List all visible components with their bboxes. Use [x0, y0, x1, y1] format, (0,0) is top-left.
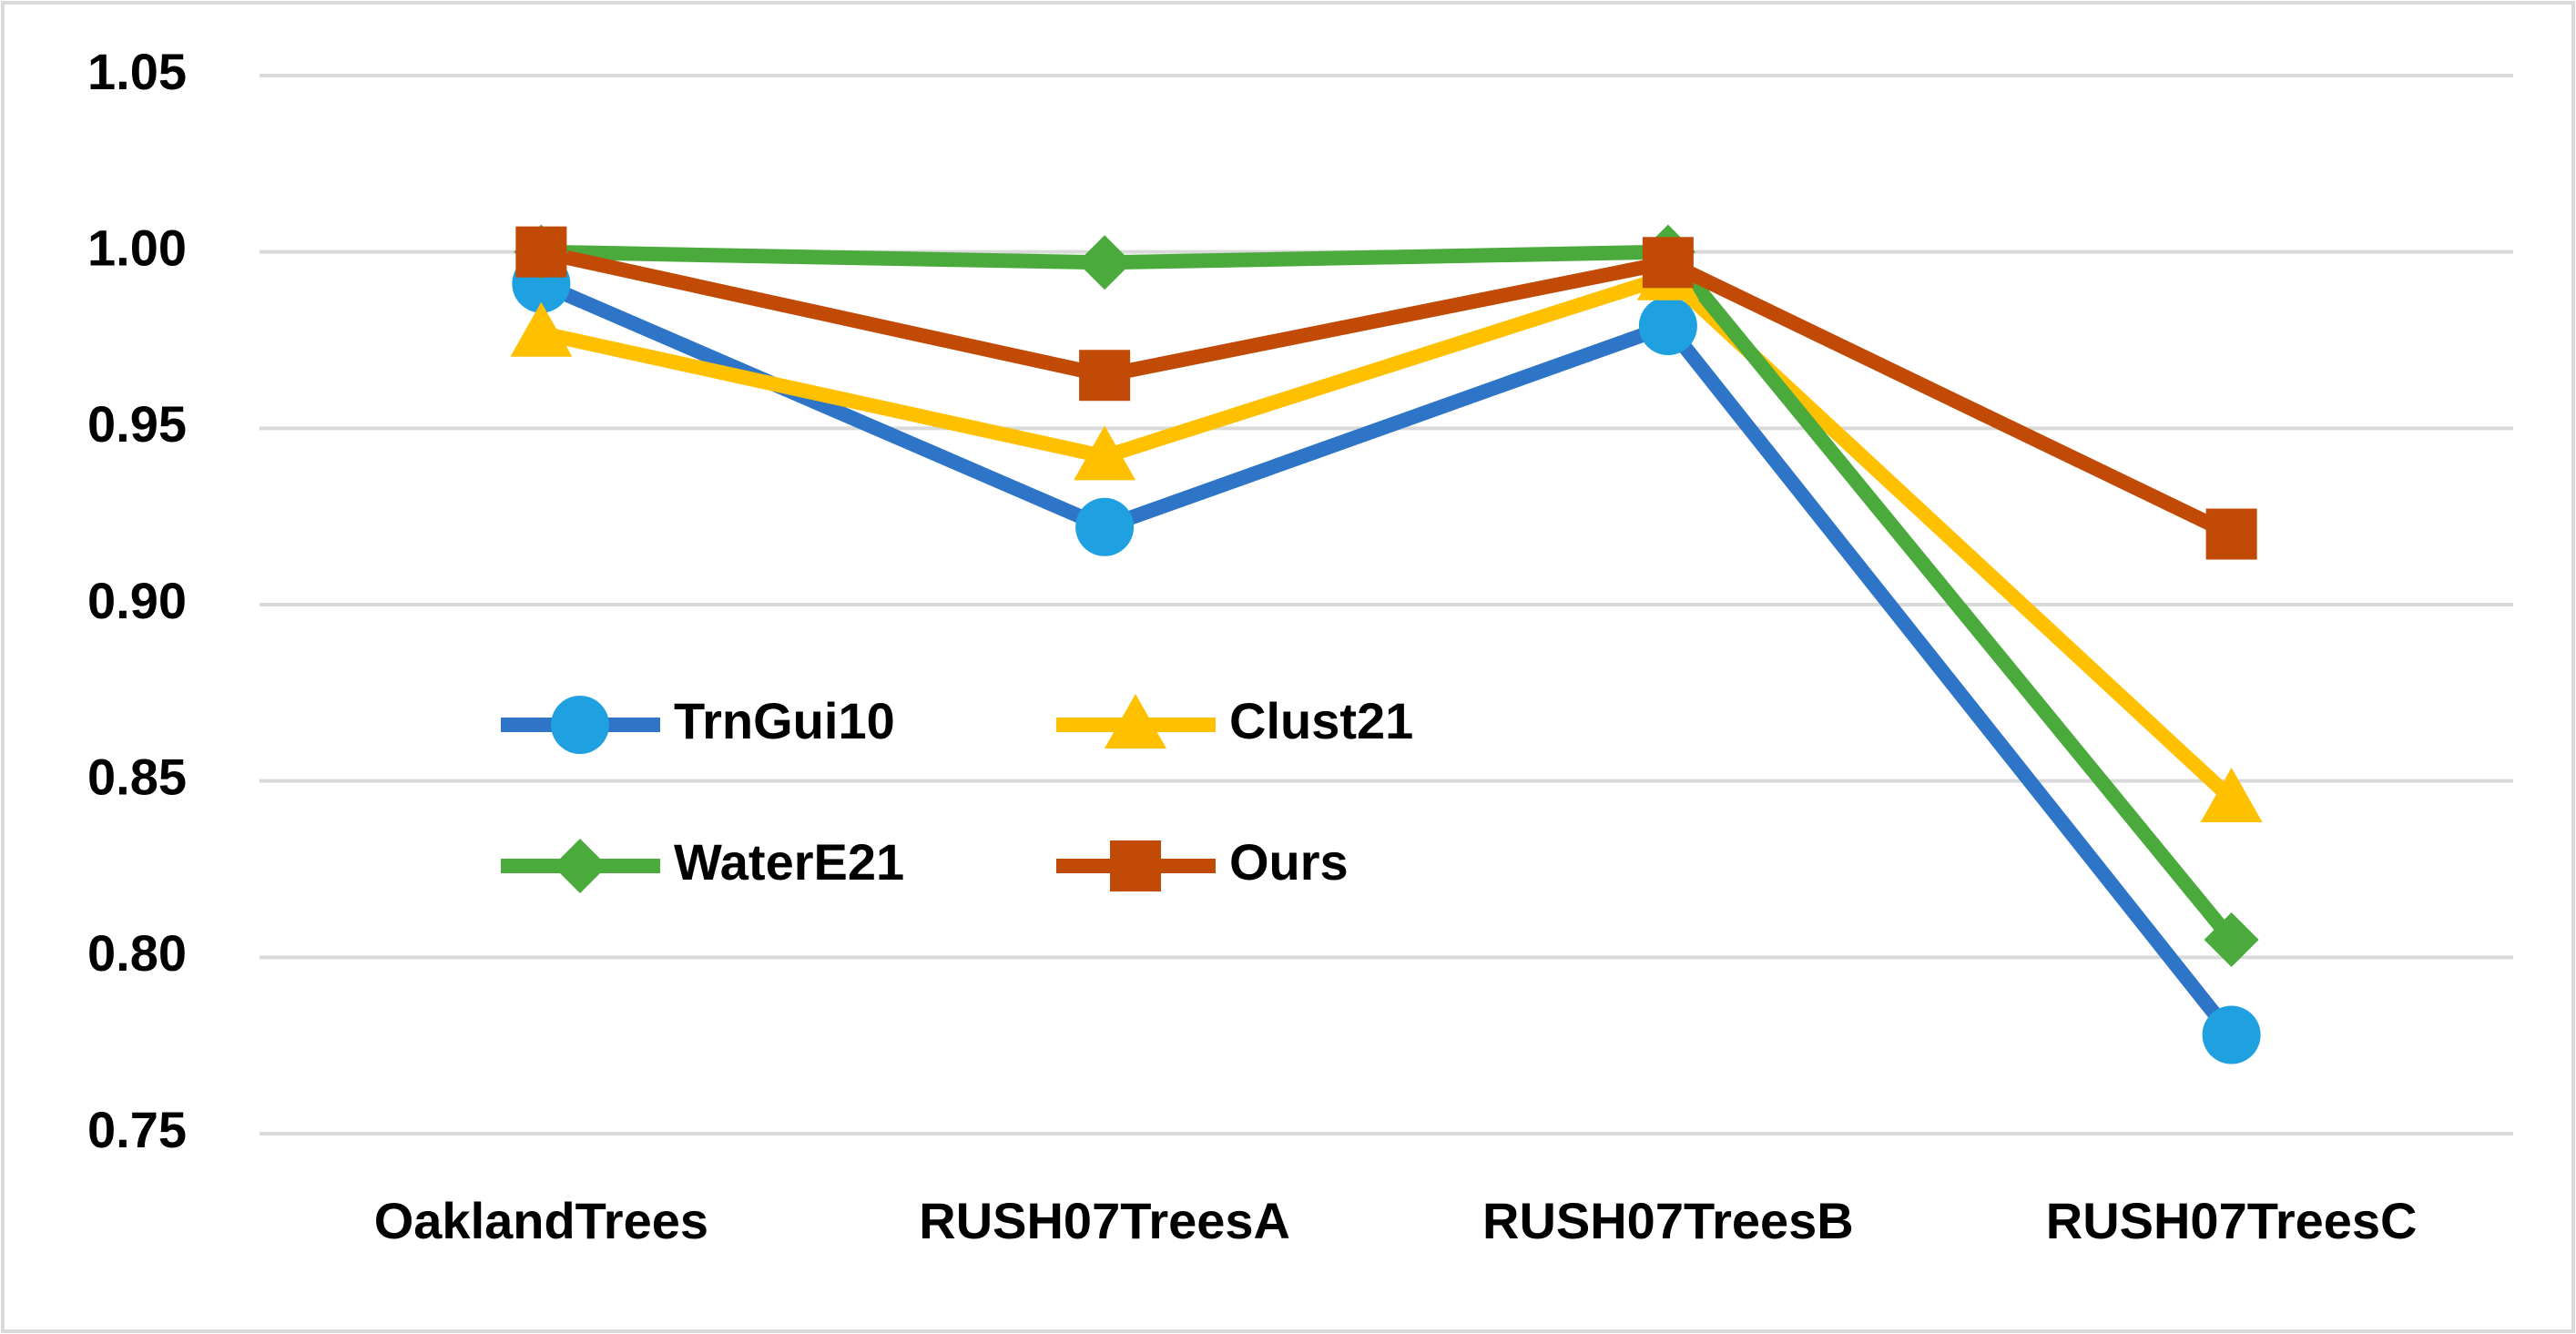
series-line: [541, 244, 2237, 945]
point: [2200, 768, 2263, 823]
legend-marker: [1105, 694, 1166, 748]
x-tick-label: RUSH07TreesA: [919, 1192, 1290, 1249]
point: [1642, 237, 1694, 289]
y-tick-label: 0.90: [87, 572, 187, 629]
y-tick-label: 0.95: [87, 395, 187, 453]
point: [515, 226, 567, 278]
x-tick-label: OaklandTrees: [374, 1192, 708, 1249]
legend-marker: [553, 839, 607, 893]
point: [2205, 508, 2257, 560]
point: [510, 301, 573, 357]
y-tick-label: 1.00: [87, 219, 187, 276]
legend-label: WaterE21: [674, 833, 904, 891]
point: [2202, 1005, 2261, 1064]
y-tick-label: 0.80: [87, 924, 187, 982]
point: [1079, 350, 1131, 402]
point: [2204, 911, 2259, 967]
x-tick-label: RUSH07TreesC: [2046, 1192, 2418, 1249]
legend-label: TrnGui10: [674, 692, 895, 749]
point: [1074, 425, 1136, 481]
point: [1075, 497, 1135, 556]
point: [1638, 297, 1697, 356]
series-line: [538, 277, 2237, 1040]
legend-marker: [1110, 840, 1161, 891]
series-line: [539, 269, 2237, 804]
y-tick-label: 1.05: [87, 43, 187, 100]
y-tick-label: 0.75: [87, 1101, 187, 1158]
y-tick-label: 0.85: [87, 748, 187, 805]
legend-label: Clust21: [1229, 692, 1413, 749]
point: [1077, 235, 1133, 290]
series-line: [539, 244, 2235, 541]
legend-marker: [551, 696, 609, 754]
legend-label: Ours: [1229, 833, 1349, 891]
x-tick-label: RUSH07TreesB: [1482, 1192, 1854, 1249]
